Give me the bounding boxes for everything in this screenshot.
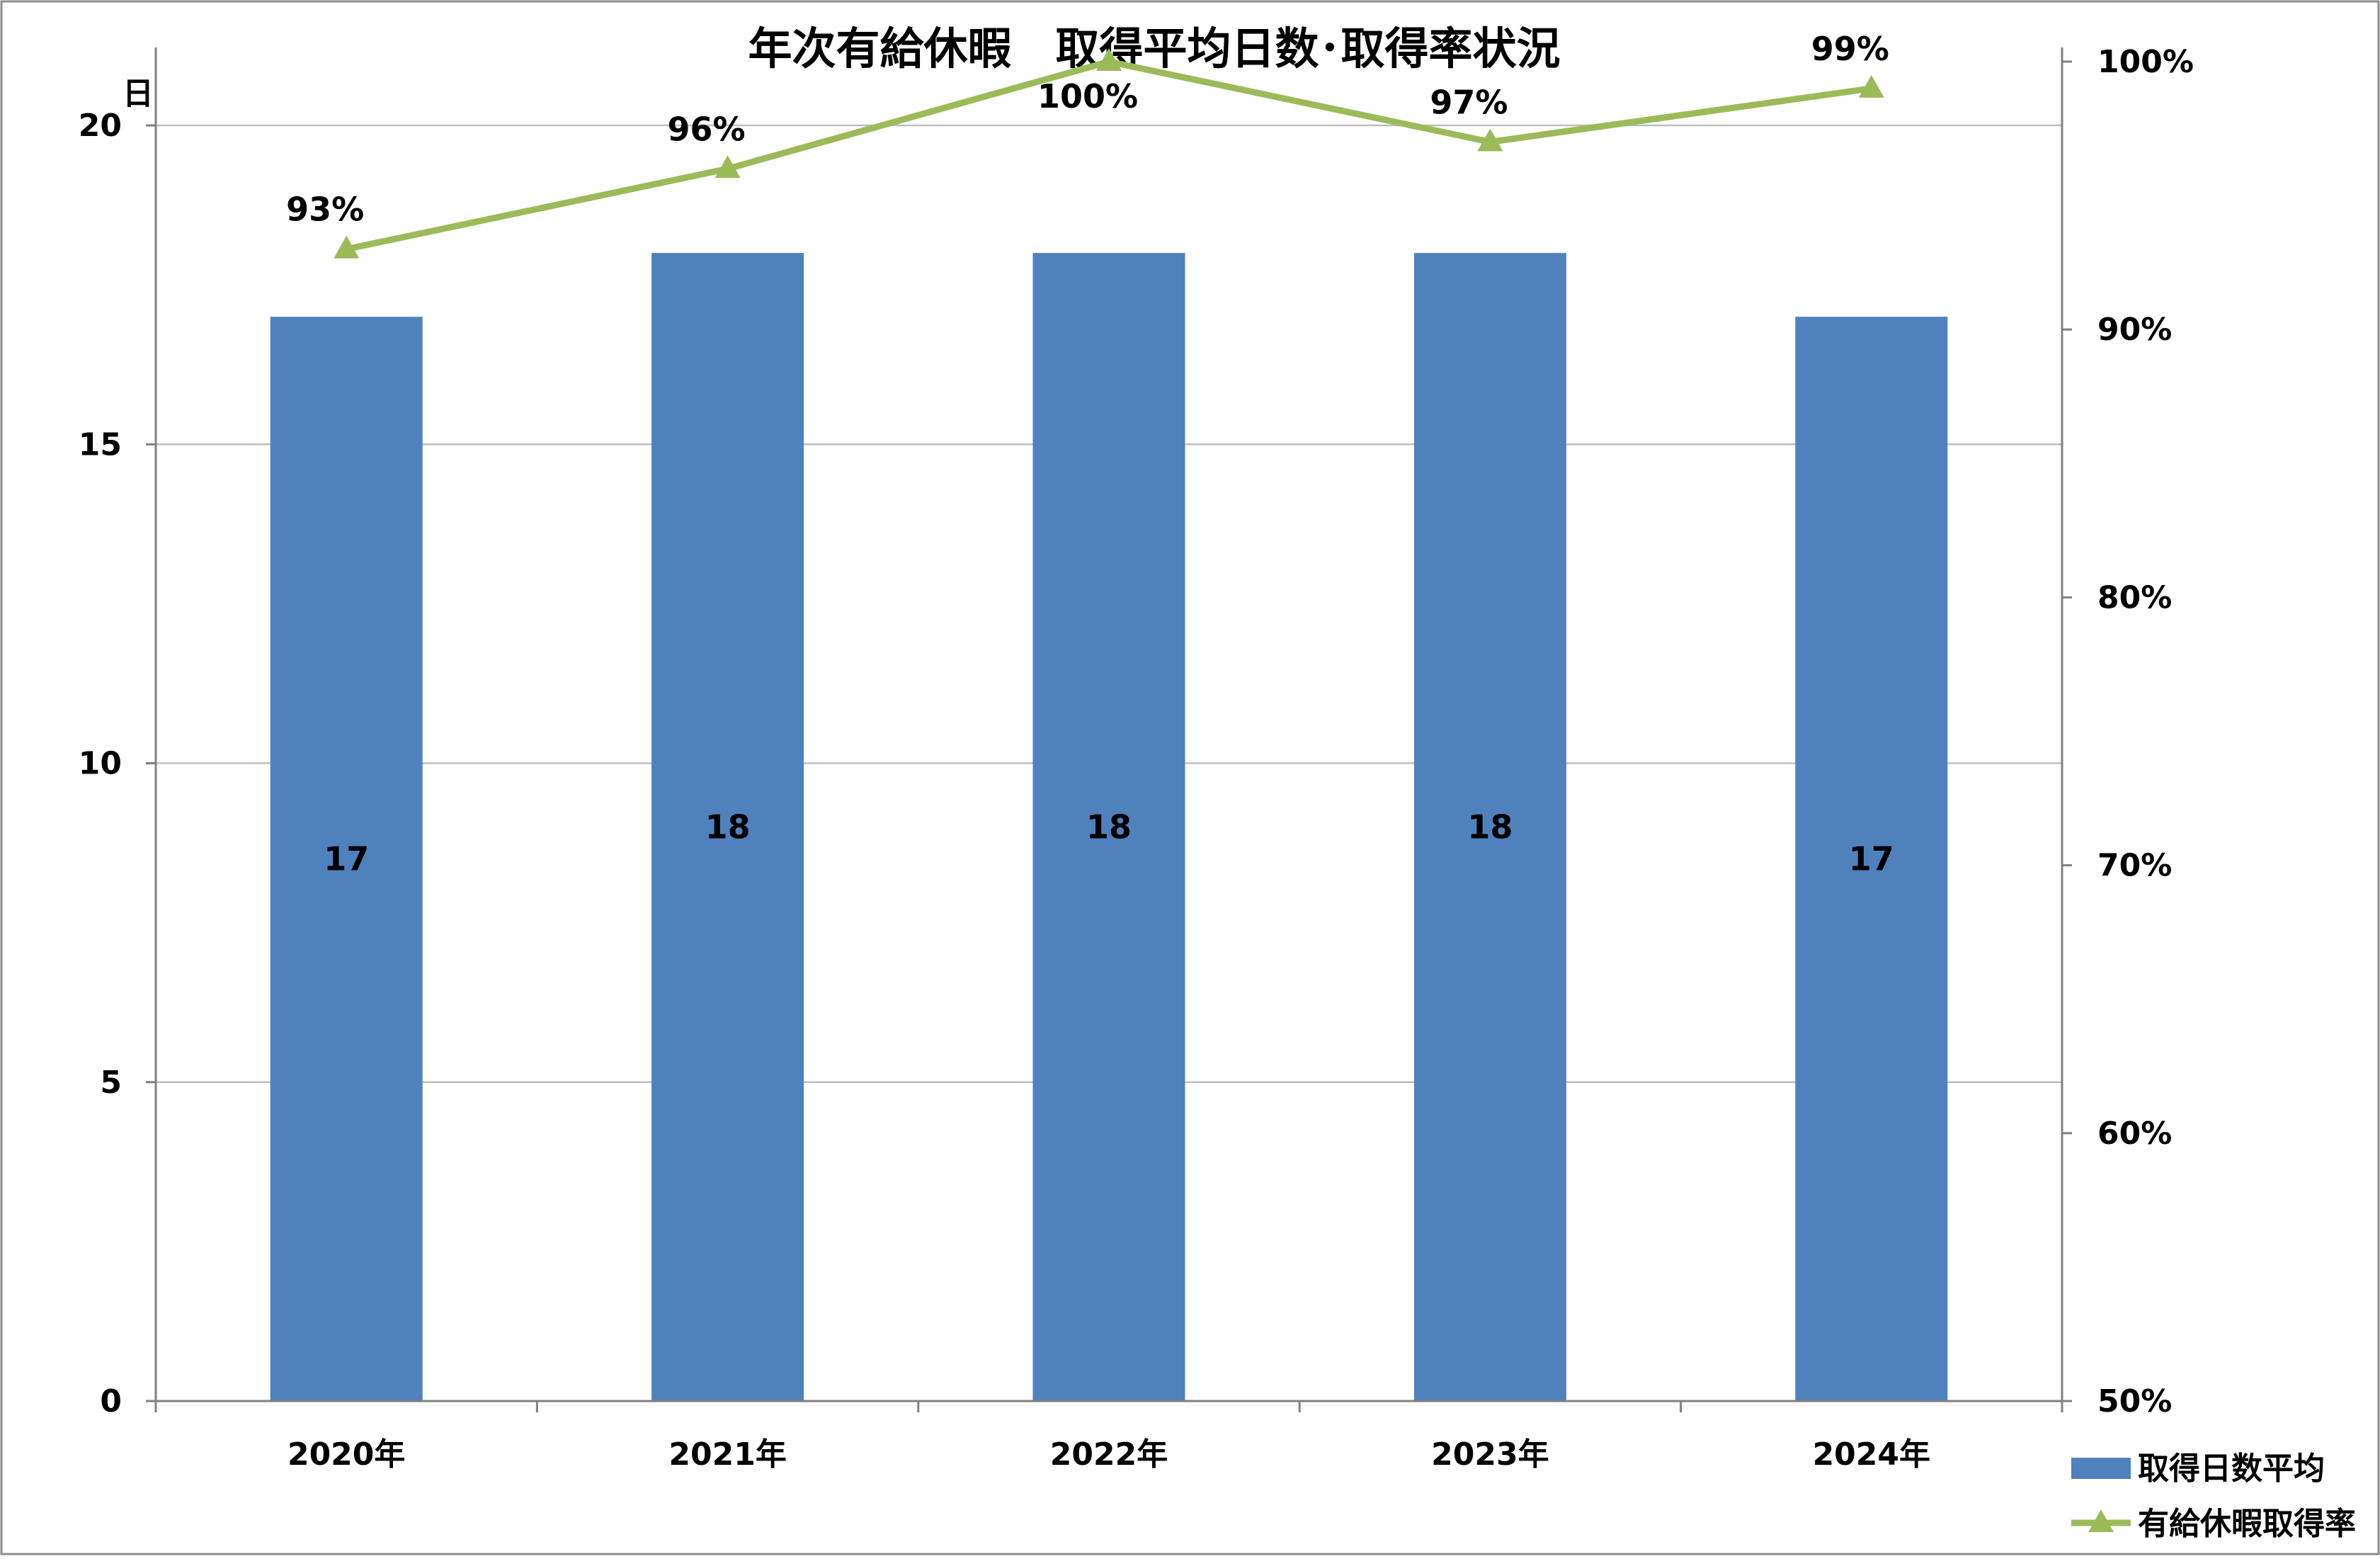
bar-2020年: [270, 317, 423, 1402]
y-right-tick-label: 80%: [2097, 579, 2172, 616]
y-right-tick-label: 60%: [2097, 1116, 2172, 1152]
y-right-tick-label: 70%: [2097, 848, 2172, 884]
y-left-tick-label: 0: [100, 1383, 122, 1419]
legend-line-label: 有給休暇取得率: [2138, 1506, 2356, 1542]
line-marker-2024年: [1858, 74, 1884, 98]
bar-2021年: [651, 253, 804, 1402]
x-tick-label: 2023年: [1431, 1436, 1549, 1473]
bar-value-label: 18: [705, 808, 751, 846]
legend-bar-swatch: [2071, 1458, 2131, 1479]
x-tick-label: 2021年: [668, 1436, 786, 1473]
line-value-label: 93%: [286, 191, 364, 229]
line-value-label: 100%: [1037, 77, 1138, 115]
line-series: [334, 48, 1884, 259]
axes: 0 5 10 15 20日 50% 60% 70% 80% 90% 100% 2020年 2021年 20…: [79, 44, 2194, 1473]
legend-line-marker: [2088, 1509, 2114, 1532]
bar-2023年: [1413, 253, 1566, 1402]
bar-value-label: 17: [1849, 840, 1894, 878]
line-value-label: 97%: [1430, 83, 1508, 121]
bar-value-label: 18: [1086, 808, 1132, 846]
y-left-tick-label: 15: [79, 426, 122, 463]
x-tick-label: 2022年: [1050, 1436, 1168, 1473]
y-left-tick-label: 5: [100, 1065, 122, 1101]
line-value-label: 96%: [668, 110, 746, 148]
bar-2022年: [1032, 253, 1185, 1402]
bar-series: [270, 253, 1948, 1402]
y-right-tick-label: 100%: [2097, 44, 2194, 80]
line-marker-2022年: [1096, 48, 1122, 71]
y-right-tick-label: 90%: [2097, 312, 2172, 348]
x-tick-label: 2024年: [1813, 1436, 1930, 1473]
bar-2024年: [1795, 317, 1948, 1402]
bar-value-label: 18: [1467, 808, 1513, 846]
x-tick-label: 2020年: [287, 1436, 405, 1473]
line-marker-2021年: [714, 155, 741, 178]
line-value-label: 99%: [1811, 30, 1889, 68]
chart-title: 年次有給休暇 取得平均日数･取得率状況: [748, 23, 1560, 74]
legend-bar-label: 取得日数平均: [2138, 1451, 2325, 1487]
y-left-tick-label: 20: [79, 108, 122, 144]
y-left-tick-label: 10: [79, 746, 122, 782]
y-left-axis-label: 日: [123, 76, 154, 112]
data-labels: 17 18 18 18 17 93% 96% 100% 97% 99%: [286, 30, 1894, 878]
line-marker-2023年: [1477, 128, 1503, 152]
bar-value-label: 17: [324, 840, 369, 878]
line-marker-2020年: [334, 235, 360, 259]
y-right-tick-label: 50%: [2097, 1383, 2172, 1419]
